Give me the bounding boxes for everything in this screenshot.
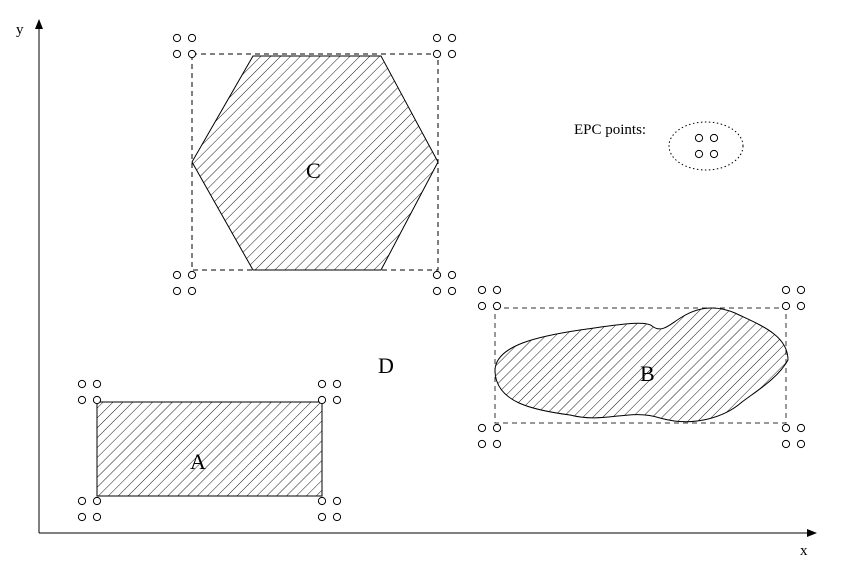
epc-point	[77, 379, 87, 389]
epc-point	[172, 270, 182, 280]
epc-point	[77, 496, 87, 506]
epc-corner-group	[432, 270, 457, 296]
epc-point	[796, 423, 806, 433]
epc-point	[477, 301, 487, 311]
epc-corner-group	[477, 285, 502, 311]
epc-corner-group	[781, 423, 806, 449]
epc-corner-group	[77, 496, 102, 522]
epc-legend: EPC points:	[574, 121, 744, 171]
epc-corner-group	[317, 496, 342, 522]
epc-point	[92, 512, 102, 522]
epc-point	[332, 512, 342, 522]
epc-point	[709, 149, 719, 159]
region-d-label: D	[378, 353, 394, 378]
epc-point	[447, 33, 457, 43]
epc-point	[432, 270, 442, 280]
region-b-label: B	[640, 361, 655, 386]
epc-point	[172, 286, 182, 296]
epc-point	[77, 512, 87, 522]
epc-point	[796, 439, 806, 449]
epc-point	[694, 133, 704, 143]
epc-point	[317, 512, 327, 522]
epc-point	[447, 49, 457, 59]
bounding-box-b	[494, 307, 787, 424]
epc-point	[432, 286, 442, 296]
epc-corner-group	[77, 379, 102, 405]
rectangle-shape-a	[96, 401, 323, 497]
epc-point	[709, 133, 719, 143]
y-axis-label: y	[16, 22, 24, 38]
epc-legend-label: EPC points:	[574, 122, 646, 138]
epc-corner-group	[694, 133, 719, 159]
epc-point	[447, 270, 457, 280]
region-c-label: C	[306, 158, 321, 183]
epc-point	[477, 423, 487, 433]
epc-corner-group	[172, 270, 197, 296]
epc-point	[492, 285, 502, 295]
epc-point	[796, 301, 806, 311]
epc-point	[694, 149, 704, 159]
blob-shape-b	[494, 307, 789, 423]
epc-point	[332, 496, 342, 506]
epc-point	[92, 496, 102, 506]
region-b: B	[477, 285, 806, 449]
epc-point	[477, 439, 487, 449]
epc-point	[187, 33, 197, 43]
epc-point	[187, 270, 197, 280]
epc-corner-group	[317, 379, 342, 405]
epc-point	[477, 285, 487, 295]
epc-point	[796, 285, 806, 295]
epc-point	[187, 49, 197, 59]
epc-point	[432, 33, 442, 43]
epc-point	[92, 379, 102, 389]
epc-point	[187, 286, 197, 296]
x-axis-label: x	[800, 543, 808, 559]
epc-point	[781, 439, 791, 449]
region-c: C	[172, 33, 457, 296]
epc-corner-group	[477, 423, 502, 449]
epc-point	[317, 395, 327, 405]
region-a-label: A	[190, 449, 206, 474]
epc-corner-group	[172, 33, 197, 59]
epc-point	[172, 49, 182, 59]
epc-point	[92, 395, 102, 405]
epc-point	[172, 33, 182, 43]
epc-point	[332, 379, 342, 389]
epc-point	[492, 439, 502, 449]
epc-point	[332, 395, 342, 405]
epc-point	[492, 301, 502, 311]
epc-legend-ellipse	[668, 121, 744, 171]
hexagon-shape-c	[191, 55, 439, 271]
epc-point	[781, 423, 791, 433]
epc-point	[317, 379, 327, 389]
epc-corner-group	[432, 33, 457, 59]
epc-point	[432, 49, 442, 59]
epc-point	[492, 423, 502, 433]
epc-corner-group	[781, 285, 806, 311]
epc-point	[317, 496, 327, 506]
epc-point	[77, 395, 87, 405]
region-a: A	[77, 379, 342, 522]
epc-point	[447, 286, 457, 296]
epc-point	[781, 301, 791, 311]
epc-point	[781, 285, 791, 295]
